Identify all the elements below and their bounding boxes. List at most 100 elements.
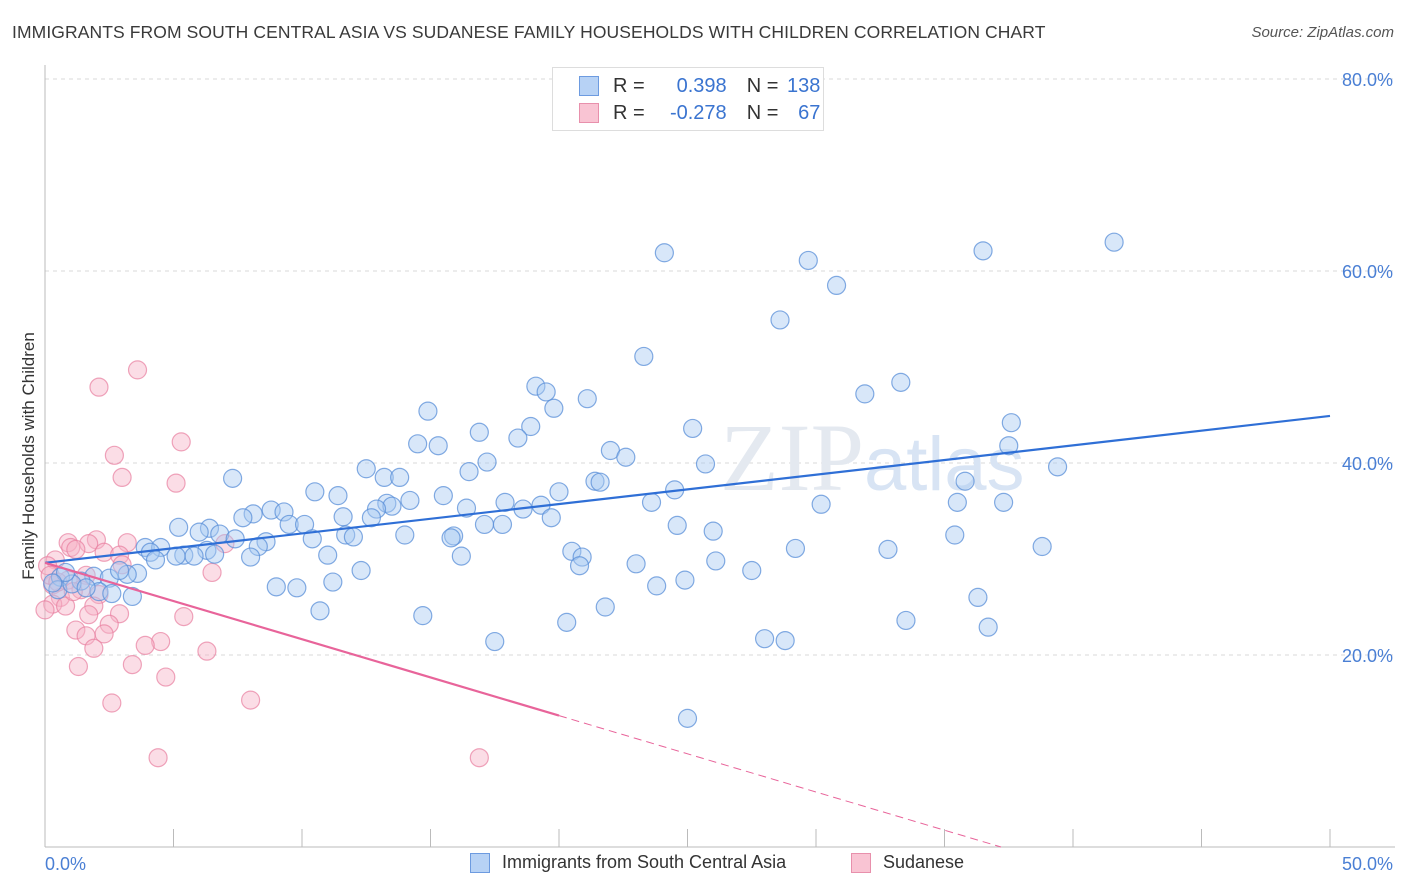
sudanese-point	[68, 656, 89, 677]
blue-n-value: 138	[787, 74, 821, 97]
chart-title: IMMIGRANTS FROM SOUTH CENTRAL ASIA VS SU…	[12, 22, 1046, 42]
south-central-asia-point	[798, 250, 818, 271]
sudanese-point	[166, 473, 186, 493]
south-central-asia-point	[826, 275, 847, 295]
south-central-asia-point	[400, 490, 420, 511]
south-central-asia-point	[374, 467, 394, 487]
south-central-asia-point	[485, 631, 505, 652]
south-central-asia-point	[318, 545, 338, 565]
south-central-asia-point	[973, 241, 993, 261]
south-central-asia-point	[356, 459, 376, 479]
south-central-asia-point	[169, 517, 189, 537]
south-central-asia-point	[102, 583, 122, 604]
x-tick-label: 0.0%	[45, 854, 86, 874]
sudanese-point	[99, 614, 119, 634]
south-central-asia-point	[189, 522, 209, 542]
y-tick-label: 40.0%	[1342, 454, 1393, 474]
south-central-asia-point	[336, 525, 356, 545]
legend-label: Immigrants from South Central Asia	[502, 852, 787, 872]
sudanese-point	[35, 600, 55, 620]
south-central-asia-point	[122, 586, 142, 607]
south-central-asia-point	[770, 310, 790, 330]
south-central-asia-point	[62, 574, 82, 594]
south-central-asia-point	[754, 629, 775, 649]
south-central-asia-point	[626, 554, 646, 574]
trend-lines	[44, 414, 1331, 848]
south-central-asia-point	[223, 468, 243, 488]
sudanese-point	[127, 360, 148, 380]
south-central-asia-point	[508, 428, 528, 448]
south-central-asia-point	[433, 486, 453, 506]
south-central-asia-point	[641, 492, 662, 512]
south-central-asia-point	[811, 494, 831, 514]
sudanese-point	[202, 562, 222, 583]
south-central-asia-point	[395, 525, 415, 545]
axes	[44, 65, 1395, 848]
south-central-asia-point	[351, 560, 371, 581]
south-central-asia-point	[43, 573, 63, 593]
pink-swatch-icon	[579, 103, 599, 123]
south-central-asia-point	[544, 398, 564, 418]
south-central-asia-point	[361, 508, 381, 528]
south-central-asia-point	[526, 376, 546, 396]
n-label: N =	[746, 101, 779, 124]
south-central-asia-point	[205, 544, 225, 564]
south-central-asia-point	[855, 384, 875, 404]
south-central-asia-point	[274, 502, 294, 522]
south-central-asia-point	[477, 452, 497, 472]
south-central-asia-point	[166, 546, 186, 566]
south-central-asia-point	[492, 514, 513, 535]
south-central-asia-point	[469, 422, 489, 442]
sudanese-point	[197, 641, 217, 661]
south-central-asia-point	[577, 389, 597, 409]
south-central-asia-point	[634, 346, 654, 367]
legend-item-south-central-asia[interactable]: Immigrants from South Central Asia	[470, 852, 786, 873]
south-central-asia-point	[418, 401, 438, 421]
legend-item-sudanese[interactable]: Sudanese	[851, 852, 964, 873]
south-central-asia-point	[225, 529, 245, 549]
south-central-asia-point	[683, 418, 703, 439]
legend-row-pink: R = -0.278 N = 67	[579, 101, 820, 125]
south-central-asia-point	[428, 436, 448, 456]
south-central-asia-point	[521, 416, 541, 437]
south-central-asia-point	[377, 493, 397, 513]
south-central-asia-point	[595, 597, 615, 617]
sudanese-point	[84, 638, 104, 658]
watermark: ZIPatlas	[720, 404, 1025, 511]
south-central-asia-point	[677, 708, 698, 728]
sudanese-point	[122, 654, 142, 675]
south-central-asia-point	[775, 630, 795, 651]
sudanese-point	[156, 667, 176, 687]
sudanese-point	[171, 432, 191, 452]
south-central-asia-point	[323, 572, 343, 592]
sudanese-point	[102, 693, 122, 713]
sudanese-point	[66, 539, 86, 560]
tick-labels: 20.0% 40.0% 60.0% 80.0% 0.0% 50.0%	[45, 70, 1393, 874]
south-central-asia-point	[233, 508, 253, 528]
y-tick-label: 80.0%	[1342, 70, 1393, 90]
south-central-asia-point	[1104, 232, 1124, 252]
south-central-asia-point	[785, 538, 806, 559]
blue-trend-line	[44, 414, 1331, 564]
south-central-asia-point	[413, 606, 433, 626]
sudanese-point	[148, 748, 168, 768]
n-label: N =	[746, 74, 779, 97]
south-central-asia-point	[742, 560, 762, 581]
blue-r-value: 0.398	[676, 74, 727, 97]
south-central-asia-point	[955, 471, 975, 491]
south-central-asia-point	[654, 243, 674, 263]
south-central-asia-point	[109, 560, 130, 581]
south-central-asia-point	[151, 537, 171, 558]
south-central-asia-point	[994, 492, 1014, 512]
south-central-asia-point	[947, 492, 967, 512]
south-central-asia-point	[536, 382, 556, 402]
correlation-legend: R = 0.398 N = 138 R = -0.278 N = 67	[552, 67, 824, 131]
sudanese-point	[66, 620, 86, 640]
south-central-asia-point	[305, 482, 325, 502]
south-central-asia-point	[441, 528, 461, 548]
blue-swatch-icon	[470, 852, 490, 873]
sudanese-point	[469, 748, 489, 768]
south-central-asia-point	[382, 496, 402, 516]
south-central-asia-point	[390, 467, 410, 487]
